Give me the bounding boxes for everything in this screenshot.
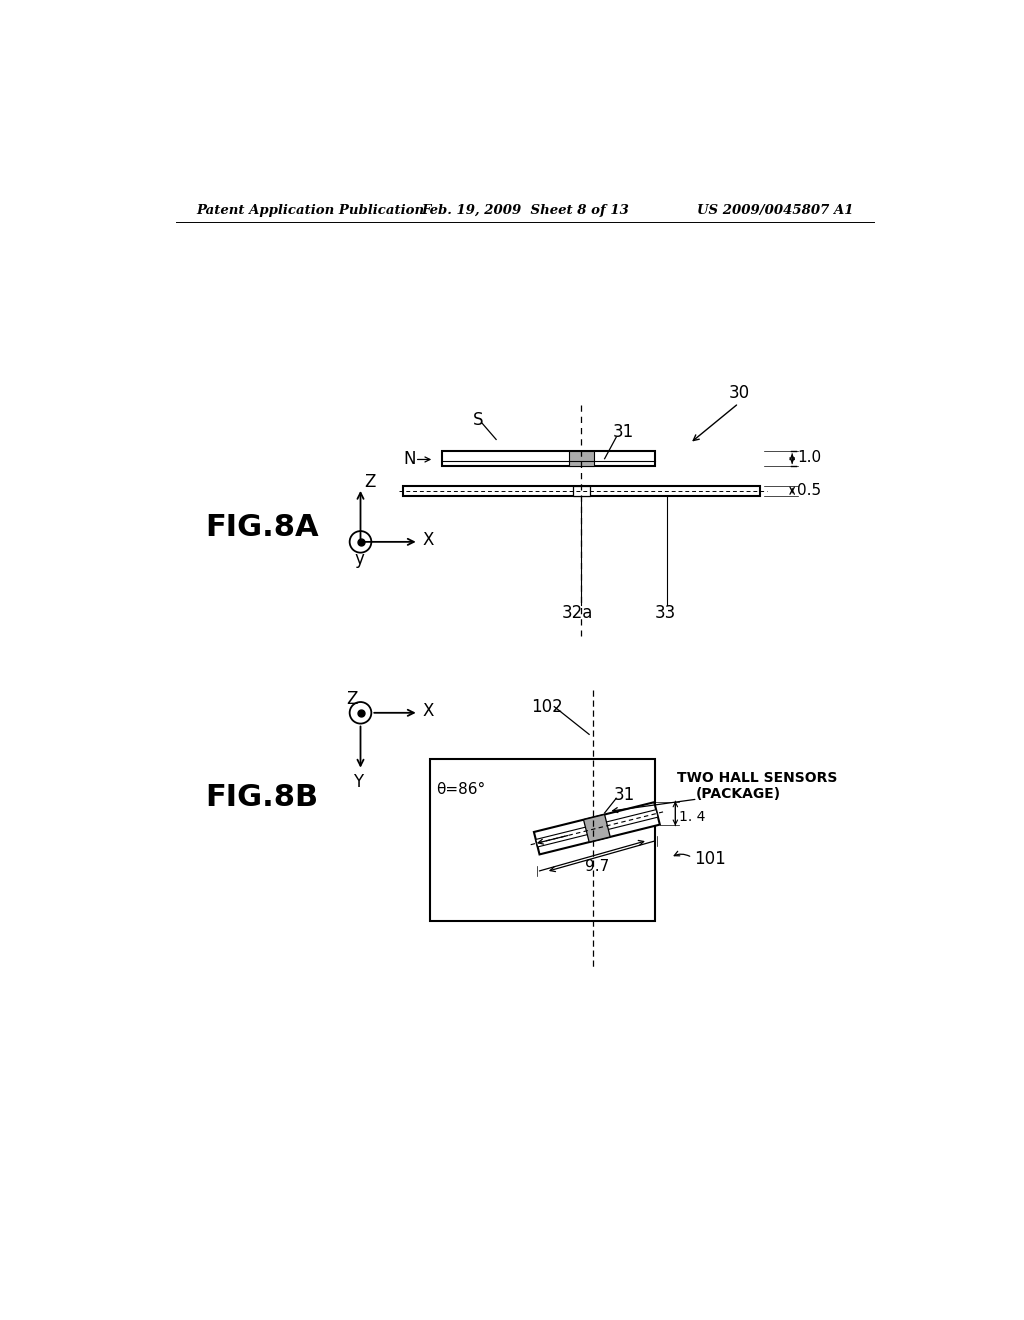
Text: 32a: 32a <box>562 603 593 622</box>
Bar <box>430 759 655 921</box>
Text: FIG.8B: FIG.8B <box>206 783 318 812</box>
Text: Y: Y <box>352 774 362 791</box>
Bar <box>403 486 760 496</box>
Text: 31: 31 <box>614 787 635 804</box>
Text: Z: Z <box>346 690 358 708</box>
Text: 101: 101 <box>693 850 725 869</box>
Text: Patent Application Publication: Patent Application Publication <box>197 205 424 218</box>
Text: 30: 30 <box>729 384 750 403</box>
Text: FIG.8A: FIG.8A <box>206 513 319 543</box>
Bar <box>536 809 658 847</box>
Text: X: X <box>423 702 434 721</box>
Bar <box>572 486 590 496</box>
Bar <box>534 803 659 854</box>
Text: US 2009/0045807 A1: US 2009/0045807 A1 <box>697 205 853 218</box>
Bar <box>569 451 594 466</box>
Text: Feb. 19, 2009  Sheet 8 of 13: Feb. 19, 2009 Sheet 8 of 13 <box>421 205 629 218</box>
Text: y: y <box>354 550 365 568</box>
Text: 33: 33 <box>655 603 676 622</box>
Text: N: N <box>403 450 416 467</box>
Text: X: X <box>423 532 434 549</box>
Text: 31: 31 <box>612 422 634 441</box>
Text: (PACKAGE): (PACKAGE) <box>695 787 780 801</box>
Text: 102: 102 <box>531 698 563 715</box>
Bar <box>442 451 655 466</box>
Text: S: S <box>473 412 483 429</box>
Text: 0.5: 0.5 <box>797 483 821 498</box>
Bar <box>584 814 610 842</box>
Text: 1. 4: 1. 4 <box>679 810 706 824</box>
Text: Z: Z <box>365 473 376 491</box>
Text: TWO HALL SENSORS: TWO HALL SENSORS <box>677 771 837 785</box>
Text: 9.7: 9.7 <box>586 859 609 874</box>
Text: 1.0: 1.0 <box>797 450 821 466</box>
Text: θ=86°: θ=86° <box>436 783 485 797</box>
